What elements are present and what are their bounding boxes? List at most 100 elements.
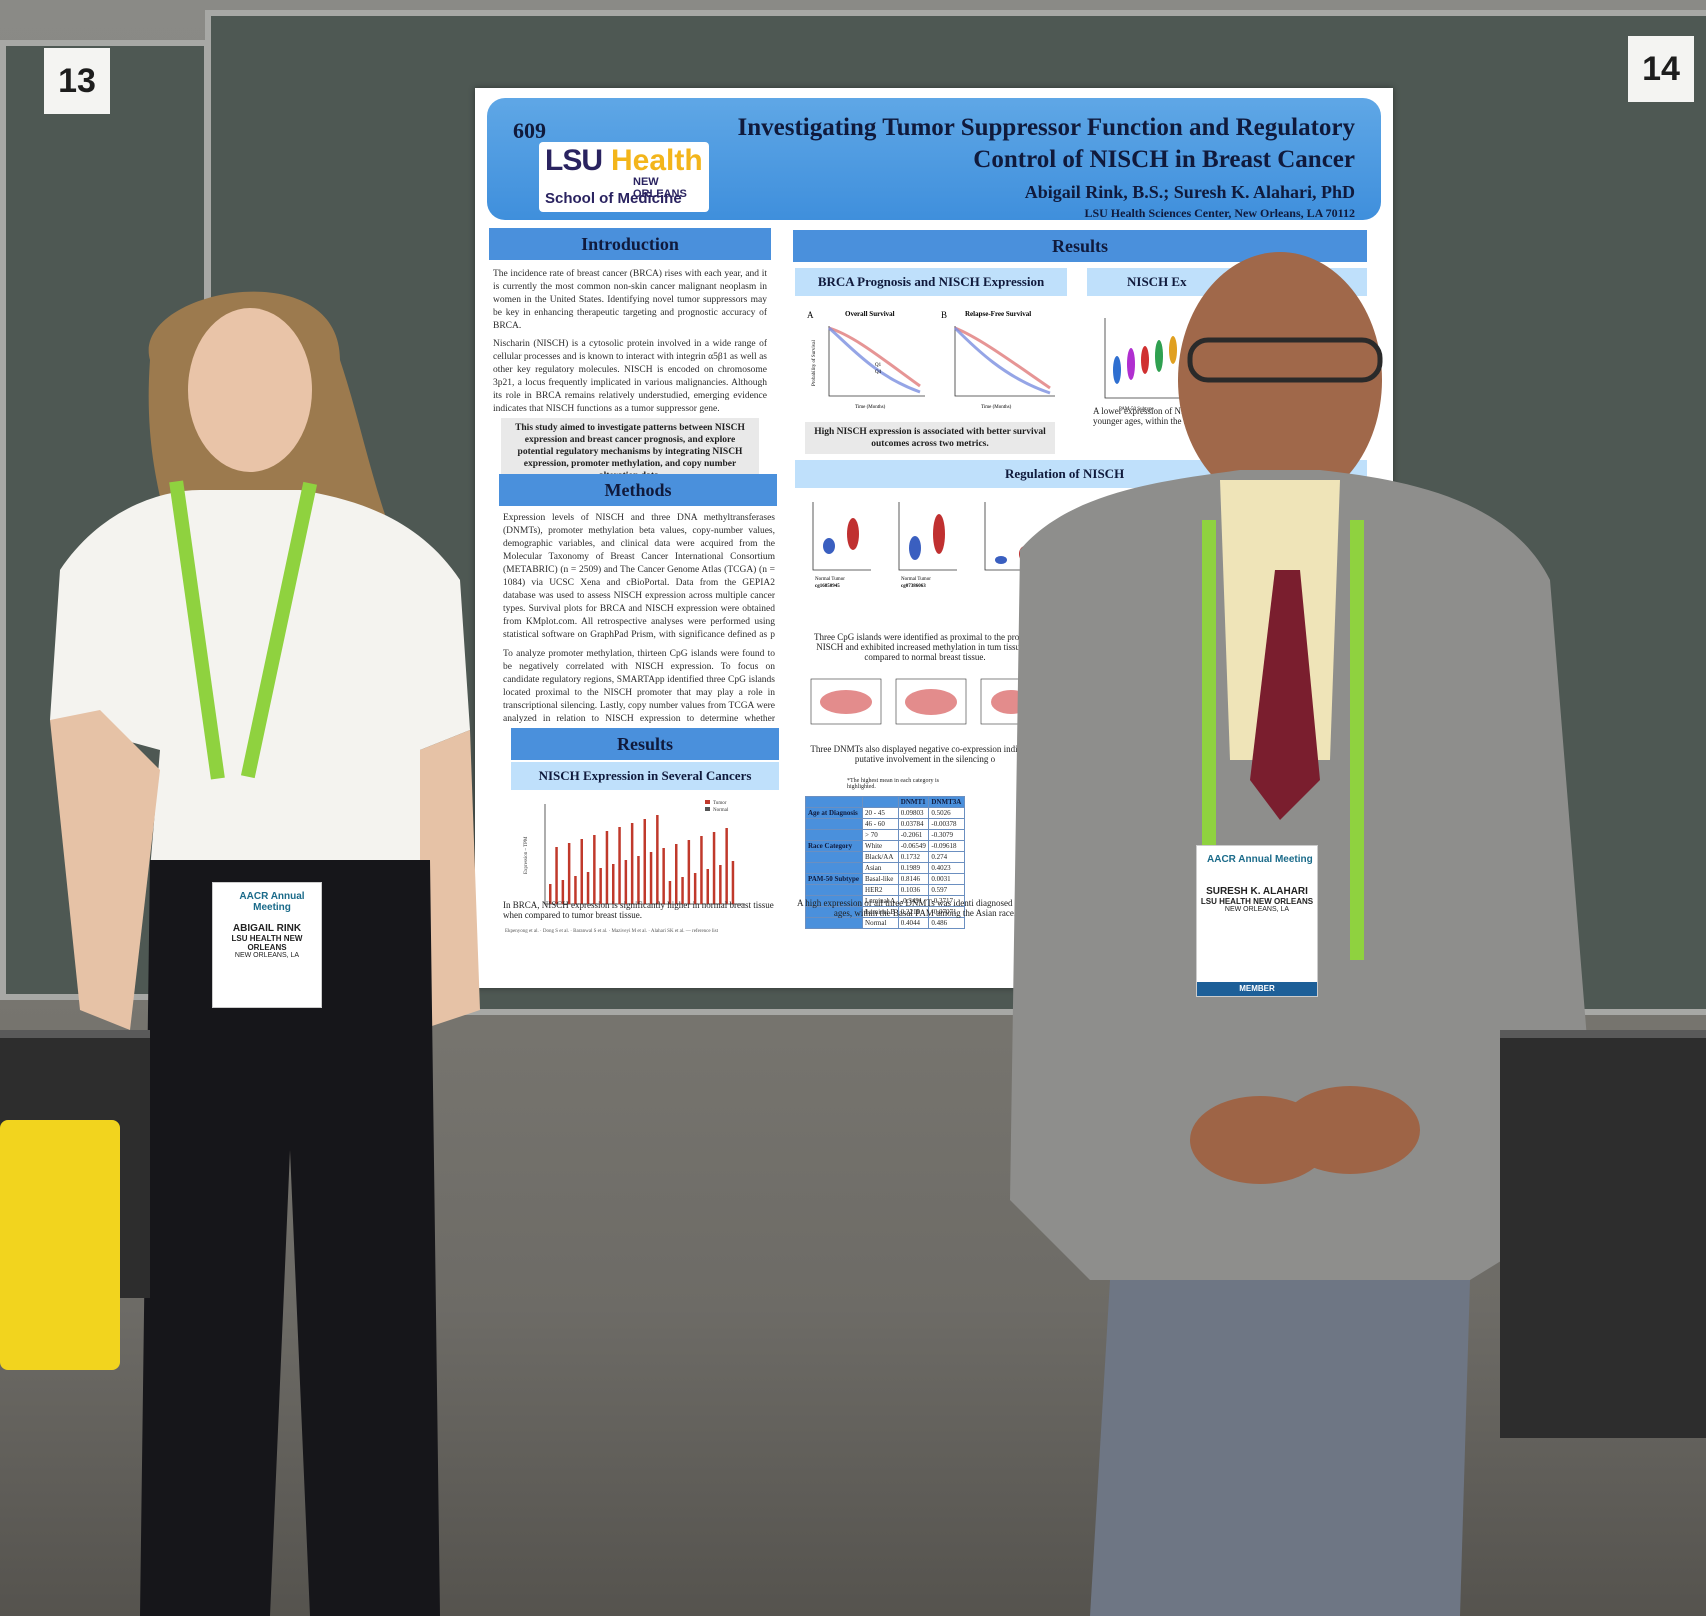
booth-number-14: 14	[1628, 36, 1694, 102]
cancer-bar	[681, 877, 684, 904]
cancer-bar	[712, 832, 716, 904]
cancer-bar	[574, 876, 577, 904]
cpg-methylation-plots: Normal Tumor cg16850945 Normal Tumor cg0…	[812, 502, 1041, 589]
km-a-title: Overall Survival	[845, 310, 895, 318]
table-cell: Black/AA	[862, 851, 899, 863]
poster-title-line-1: Investigating Tumor Suppressor Function …	[737, 114, 1356, 141]
survival-plots: A Overall Survival B Relapse-Free Surviv…	[807, 310, 1055, 410]
km-a-label: A	[807, 310, 814, 320]
badge-left-meeting: AACR Annual Meeting	[239, 891, 305, 913]
section-methods: Methods	[499, 474, 777, 506]
intro-paragraph-1: The incidence rate of breast cancer (BRC…	[493, 269, 767, 331]
dnmt-caption: Three DNMTs also displayed negative co-e…	[810, 744, 1040, 764]
survival-caption: High NISCH expression is associated with…	[805, 422, 1055, 454]
cancer-bar	[725, 828, 728, 904]
methods-paragraph-1: Expression levels of NISCH and three DNA…	[503, 513, 775, 640]
cpg-probe-1: cg16850945	[815, 584, 840, 589]
pam50-violin-plot: PAM-50 Subtype	[1104, 318, 1190, 412]
poster-authors: Abigail Rink, B.S.; Suresh K. Alahari, P…	[1024, 182, 1355, 202]
cancer-bar	[630, 823, 634, 904]
table-cell: 0.03784	[897, 818, 930, 830]
km-xlabel-b: Time (Months)	[981, 405, 1012, 410]
table-cell	[804, 818, 864, 830]
cancer-bar	[637, 856, 640, 904]
table-header-cell	[862, 796, 899, 808]
table-cell: -0.00378	[928, 818, 965, 830]
dnmt-expression-table: DNMT1 DNMT3A Age at Diagnosis 20 - 45 0.0980…	[804, 796, 965, 929]
table-row: Normal 0.4044 0.486	[804, 917, 965, 929]
badge-right: AACR Annual Meeting SURESH K. ALAHARI LS…	[1196, 845, 1318, 997]
section-introduction: Introduction	[489, 228, 771, 260]
cpg-xlabel-1: Normal Tumor	[815, 577, 845, 582]
cancer-bar	[649, 852, 653, 904]
table-cell: 0.274	[928, 851, 965, 863]
poster-title-line-2: Control of NISCH in Breast Cancer	[973, 146, 1355, 173]
cancer-bar	[624, 860, 628, 904]
intro-callout: This study aimed to investigate patterns…	[501, 418, 759, 481]
table-cell: 0.597	[928, 884, 965, 896]
table-cell	[804, 884, 864, 896]
table-cell: -0.3079	[928, 829, 965, 841]
logo-new-orleans-text: NEW ORLEANS	[633, 176, 687, 200]
badge-right-city: NEW ORLEANS, LA	[1224, 906, 1290, 913]
table-cell: Age at Diagnosis	[804, 807, 864, 819]
badge-right-meeting: AACR Annual Meeting	[1207, 854, 1313, 865]
km-legend-q1: Q1	[875, 363, 882, 368]
bar-legend-tumor: Tumor	[713, 801, 727, 806]
cancer-bar	[567, 843, 571, 904]
subsection-brca-prognosis: BRCA Prognosis and NISCH Expression	[795, 268, 1067, 296]
cancer-bar	[580, 839, 583, 904]
cancer-bar	[700, 836, 703, 904]
table-cell	[804, 862, 864, 874]
person-right	[990, 220, 1706, 1616]
cancer-bar	[605, 831, 609, 904]
table-row: Age at Diagnosis 20 - 45 0.09803 0.5026	[804, 807, 965, 819]
bar-legend-normal: Normal	[713, 808, 729, 813]
km-legend-q4: Q4	[875, 370, 882, 375]
table-cell: Normal	[862, 917, 899, 929]
references: Ekpenyong et al. · Dong S et al. · Baran…	[505, 929, 718, 934]
table-cell: HER2	[862, 884, 899, 896]
cancer-bar	[662, 848, 665, 904]
poster-affiliation: LSU Health Sciences Center, New Orleans,…	[1084, 206, 1355, 220]
table-row: 46 - 60 0.03784 -0.00378	[804, 818, 965, 830]
cancer-bar	[561, 880, 565, 904]
table-cell: White	[862, 840, 899, 852]
section-results-left: Results	[511, 728, 779, 760]
intro-paragraph-2: Nischarin (NISCH) is a cytosolic protein…	[493, 339, 767, 414]
table-cell: > 70	[862, 829, 899, 841]
cpg-probe-2: cg07386063	[901, 584, 926, 589]
table-cell: 0.4023	[928, 862, 965, 874]
methods-paragraph-2: To analyze promoter methylation, thirtee…	[503, 649, 775, 724]
table-cell	[804, 851, 864, 863]
poster-id: 609	[513, 118, 546, 143]
logo-health-text: Health	[611, 144, 703, 177]
yellow-bag	[0, 1120, 120, 1370]
badge-right-org: LSU HEALTH NEW ORLEANS	[1200, 897, 1314, 906]
table-cell: Basal-like	[862, 873, 899, 885]
table-cell: 0.8146	[897, 873, 930, 885]
table-cell: 0.09803	[897, 807, 930, 819]
person-left	[40, 250, 510, 1616]
badge-left: AACR Annual Meeting ABIGAIL RINK LSU HEA…	[212, 882, 322, 1008]
cpg-caption: Three CpG islands were identified as pro…	[814, 632, 1036, 662]
cancer-bar	[593, 835, 596, 904]
table-header-row: DNMT1 DNMT3A	[804, 796, 965, 808]
table-cell: -0.06549	[897, 840, 930, 852]
lsu-health-logo: LSU Health NEW ORLEANS School of Medicin…	[539, 142, 709, 212]
cancer-bar	[599, 868, 602, 904]
cancer-bar	[612, 864, 615, 904]
badge-right-member: MEMBER	[1197, 982, 1317, 996]
cancer-bar	[643, 819, 646, 904]
table-cell: PAM-50 Subtype	[804, 873, 864, 885]
cancer-bar	[687, 840, 691, 904]
table-cell	[804, 917, 864, 929]
table-row: HER2 0.1036 0.597	[804, 884, 965, 896]
cancer-bar	[549, 884, 552, 904]
table-row: PAM-50 Subtype Basal-like 0.8146 0.0031	[804, 873, 965, 885]
table-cell: -0.2061	[897, 829, 930, 841]
cancer-bar	[719, 865, 722, 904]
badge-left-city: NEW ORLEANS, LA	[234, 952, 300, 959]
chair-right	[1500, 1030, 1706, 1438]
cancers-caption: In BRCA, NISCH expression is significant…	[503, 900, 774, 920]
